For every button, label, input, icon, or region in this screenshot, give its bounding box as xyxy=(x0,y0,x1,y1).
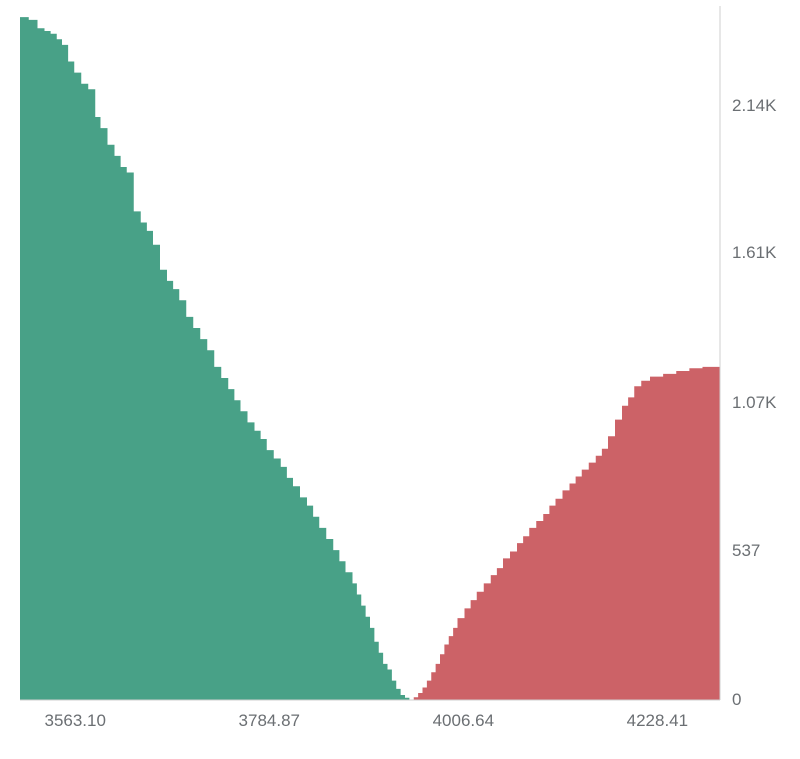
y-tick-label: 1.61K xyxy=(732,243,777,262)
y-tick-label: 0 xyxy=(732,690,741,709)
y-tick-label: 537 xyxy=(732,541,760,560)
x-tick-label: 3563.10 xyxy=(44,711,105,730)
y-tick-label: 2.14K xyxy=(732,96,777,115)
x-tick-label: 4006.64 xyxy=(433,711,494,730)
y-tick-label: 1.07K xyxy=(732,393,777,412)
x-tick-label: 3784.87 xyxy=(239,711,300,730)
chart-canvas: 3563.10 3784.87 4006.64 4228.41 0 537 1.07K 1.6… xyxy=(0,0,800,759)
depth-chart: 3563.10 3784.87 4006.64 4228.41 0 537 1.07K 1.6… xyxy=(0,0,800,759)
x-tick-label: 4228.41 xyxy=(627,711,688,730)
